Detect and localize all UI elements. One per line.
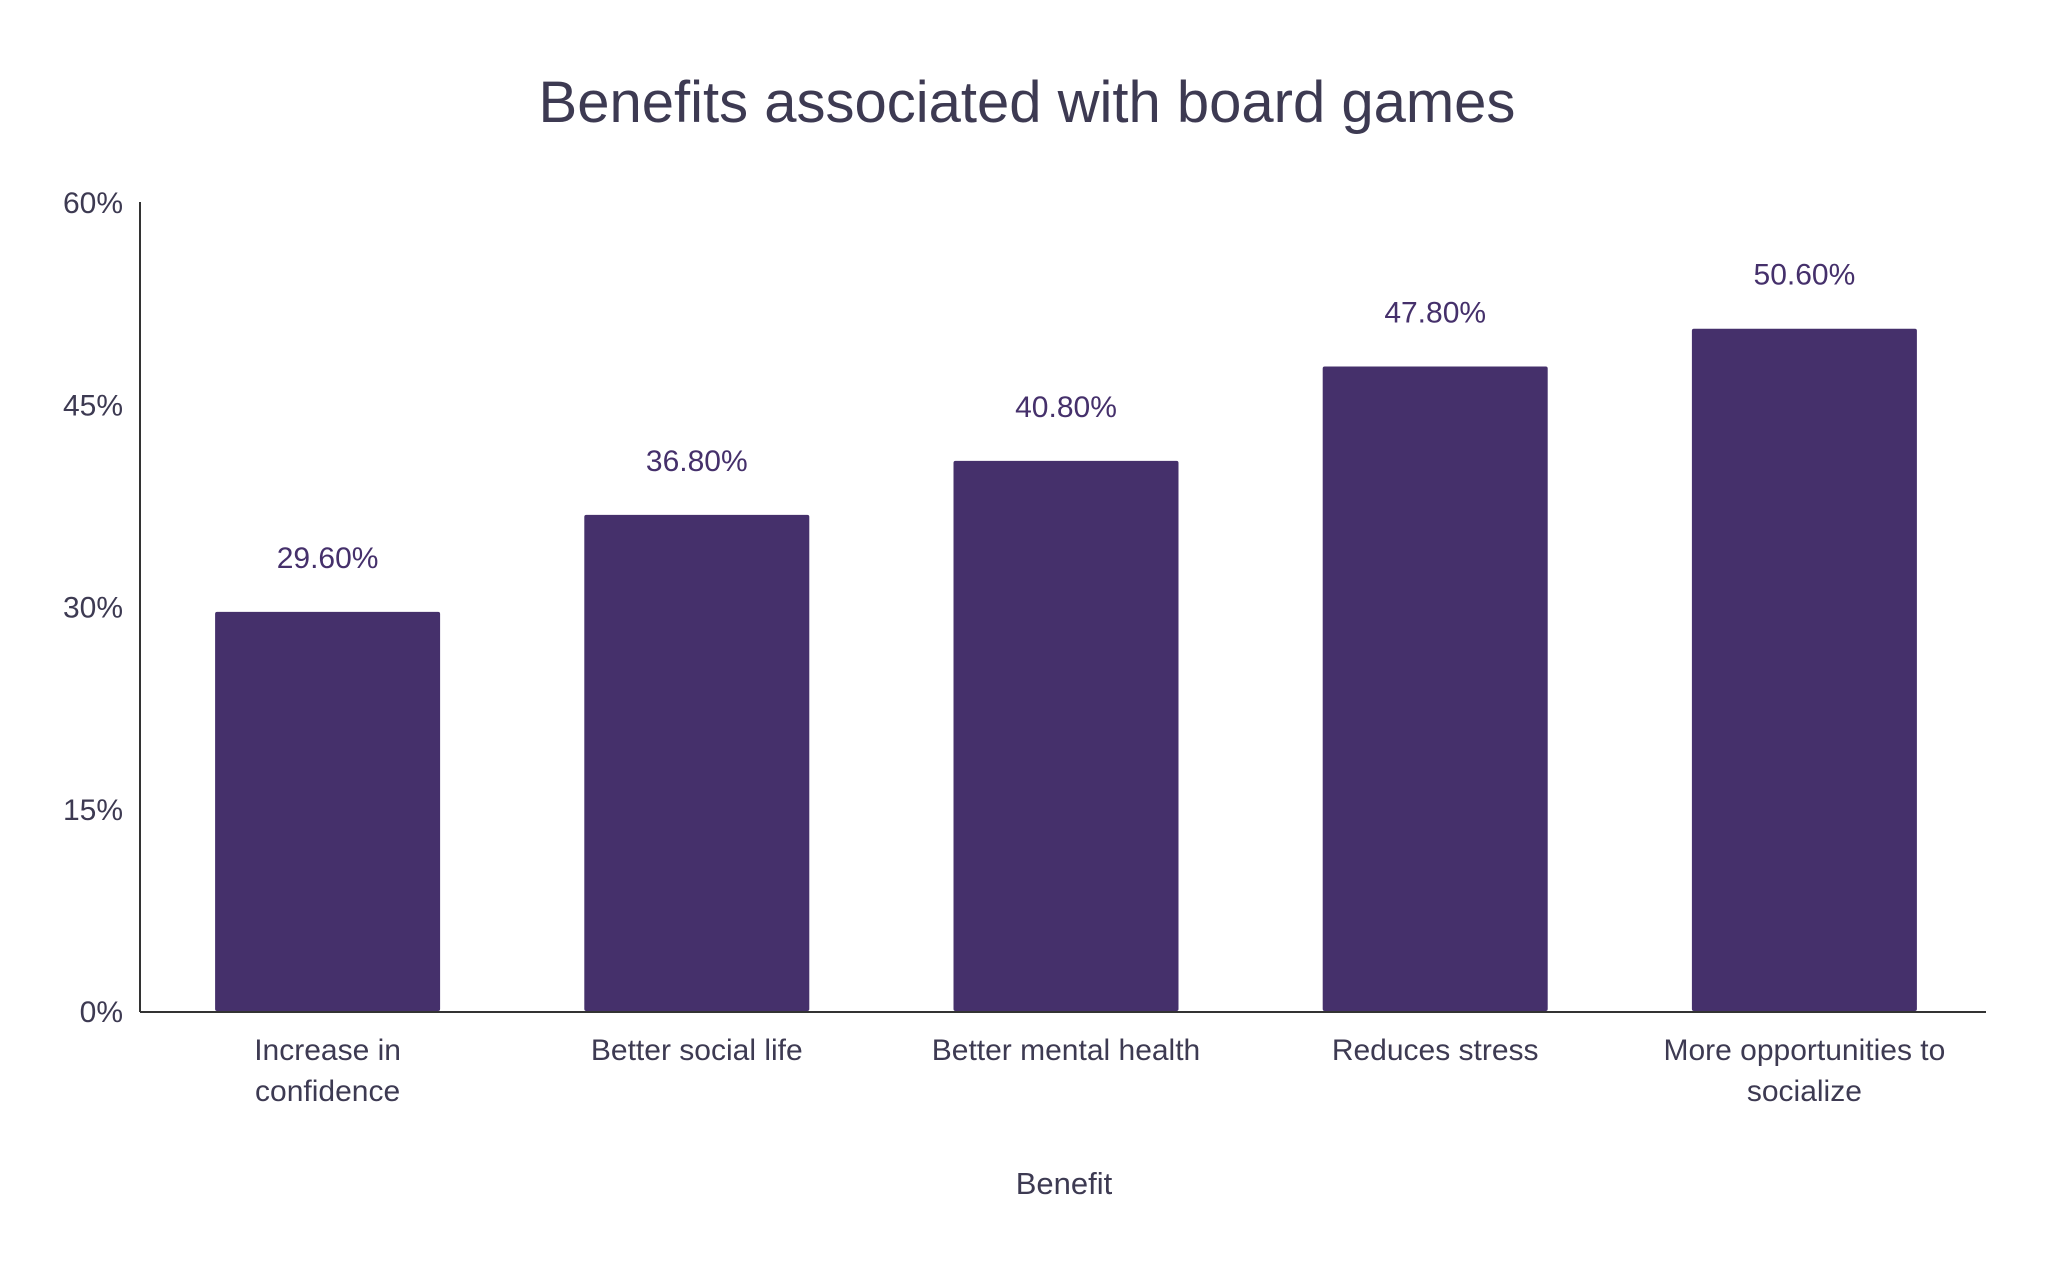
bar (1322, 366, 1548, 1011)
y-tick-label: 45% (63, 389, 123, 422)
bar (215, 611, 441, 1011)
x-axis-title: Benefit (1016, 1166, 1113, 1201)
data-label: 29.60% (277, 542, 379, 575)
x-tick-label: Increase in confidence (254, 1034, 401, 1108)
chart-title: Benefits associated with board games (539, 70, 1516, 135)
y-tick-label: 30% (63, 592, 123, 625)
y-tick-label: 0% (80, 996, 123, 1029)
bar (1691, 328, 1917, 1011)
x-tick-label: Better mental health (932, 1034, 1201, 1067)
y-tick-label: 60% (63, 187, 123, 220)
data-label: 36.80% (646, 445, 748, 478)
bar (584, 514, 810, 1011)
x-tick-label: Better social life (591, 1034, 803, 1067)
data-label: 40.80% (1015, 391, 1117, 424)
bar (953, 460, 1179, 1011)
y-tick-label: 15% (63, 794, 123, 827)
data-label: 50.60% (1754, 259, 1856, 292)
x-tick-label: Reduces stress (1332, 1034, 1539, 1067)
x-tick-label: More opportunities to socialize (1663, 1034, 1945, 1108)
data-label: 47.80% (1384, 296, 1486, 329)
